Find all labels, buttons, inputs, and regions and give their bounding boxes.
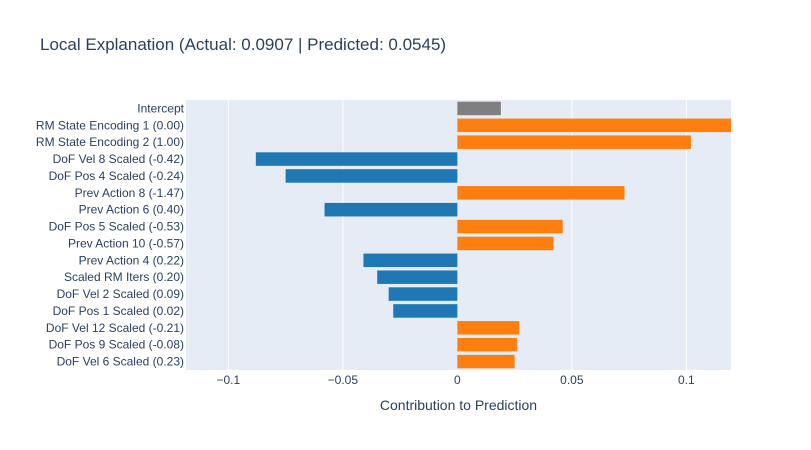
category-label: DoF Vel 8 Scaled (-0.42) [53,152,184,166]
x-tick-label: −0.1 [217,373,241,387]
x-tick-label: 0.05 [560,373,584,387]
bar-negative [363,253,458,268]
category-label: DoF Vel 2 Scaled (0.09) [57,287,184,301]
bar-positive [457,321,520,335]
category-label: DoF Vel 6 Scaled (0.23) [57,355,184,369]
category-label: RM State Encoding 2 (1.00) [36,135,184,149]
category-label: DoF Pos 4 Scaled (-0.24) [49,169,184,183]
category-labels: Intercept RM State Encoding 1 (0.00) RM St… [36,101,185,368]
bar-negative [324,202,458,217]
bars [255,101,731,369]
category-label: Prev Action 6 (0.40) [79,203,184,217]
bar-negative [388,287,458,301]
bar-negative [377,270,458,284]
category-label: DoF Pos 9 Scaled (-0.08) [49,338,184,352]
category-label: Prev Action 8 (-1.47) [75,186,184,200]
category-label: RM State Encoding 1 (0.00) [36,118,184,132]
bar-positive [457,219,563,234]
x-tick-labels: −0.1 −0.05 0 0.05 0.1 [217,373,695,387]
chart-title: Local Explanation (Actual: 0.0907 | Pred… [40,35,446,54]
bar-intercept [457,101,501,116]
x-tick-label: 0.1 [678,373,695,387]
bar-negative [255,152,458,166]
category-label: Scaled RM Iters (0.20) [64,270,184,284]
category-label: DoF Pos 5 Scaled (-0.53) [49,220,184,234]
bar-positive [457,186,625,200]
x-tick-label: −0.05 [328,373,359,387]
bar-negative [393,304,458,318]
category-label: DoF Vel 12 Scaled (-0.21) [46,321,184,335]
bar-positive [457,118,731,133]
x-axis-title: Contribution to Prediction [380,397,537,413]
bar-positive [457,135,691,149]
bar-positive [457,236,554,251]
bar-positive [457,337,517,352]
x-tick-label: 0 [454,373,461,387]
bar-positive [457,354,515,369]
category-label: Prev Action 4 (0.22) [79,253,184,267]
category-label: DoF Pos 1 Scaled (0.02) [53,304,184,318]
category-label: Prev Action 10 (-0.57) [68,236,184,250]
category-label: Intercept [137,101,184,115]
bar-negative [285,169,458,183]
